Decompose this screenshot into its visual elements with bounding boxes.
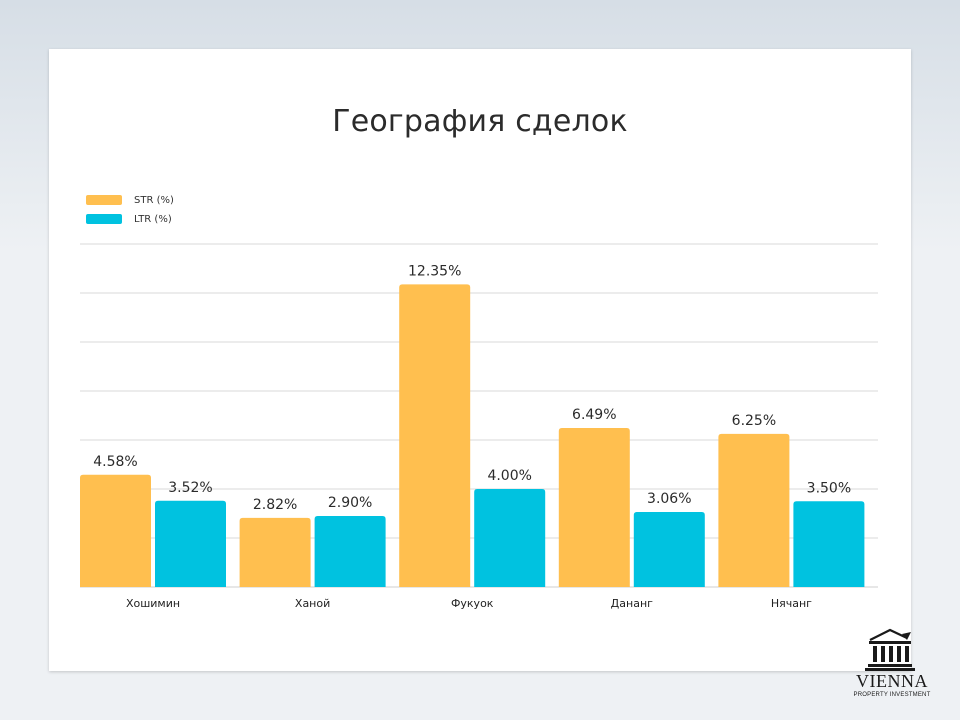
data-label: 3.52%	[168, 480, 212, 496]
legend-item-str: STR (%)	[86, 193, 174, 207]
data-label: 6.49%	[572, 407, 616, 423]
logo-name: VIENNA	[856, 671, 928, 691]
data-label: 3.06%	[647, 491, 691, 507]
bar-ltr	[155, 500, 226, 587]
chart-title: География сделок	[332, 104, 628, 139]
category-label: Хошимин	[126, 597, 180, 610]
legend-label-str: STR (%)	[134, 194, 174, 206]
data-label: 6.25%	[732, 413, 776, 429]
vienna-logo: VIENNA PROPERTY INVESTMENT	[844, 626, 940, 702]
data-label: 3.50%	[807, 480, 851, 496]
legend-swatch-str	[86, 195, 122, 205]
bar-str	[399, 284, 471, 587]
bar-ltr	[474, 489, 546, 587]
category-label: Дананг	[611, 597, 653, 610]
data-label: 4.58%	[93, 454, 137, 470]
bar-ltr	[633, 512, 705, 587]
data-label: 4.00%	[487, 468, 531, 484]
legend-item-ltr: LTR (%)	[86, 212, 172, 226]
data-label: 2.82%	[253, 497, 297, 513]
bar-ltr	[314, 515, 386, 587]
data-label: 2.90%	[328, 495, 372, 511]
bar-ltr	[793, 501, 865, 587]
building-icon	[865, 628, 915, 671]
bar-str	[239, 517, 311, 587]
bar-str	[558, 427, 630, 587]
bar-str	[80, 474, 151, 587]
category-label: Нячанг	[771, 597, 812, 610]
data-label: 12.35%	[408, 263, 461, 279]
category-label: Ханой	[295, 597, 330, 610]
category-label: Фукуок	[451, 597, 494, 610]
bar-str	[718, 433, 790, 587]
logo-tagline: PROPERTY INVESTMENT	[853, 692, 931, 698]
legend-label-ltr: LTR (%)	[134, 213, 172, 225]
legend-swatch-ltr	[86, 214, 122, 224]
